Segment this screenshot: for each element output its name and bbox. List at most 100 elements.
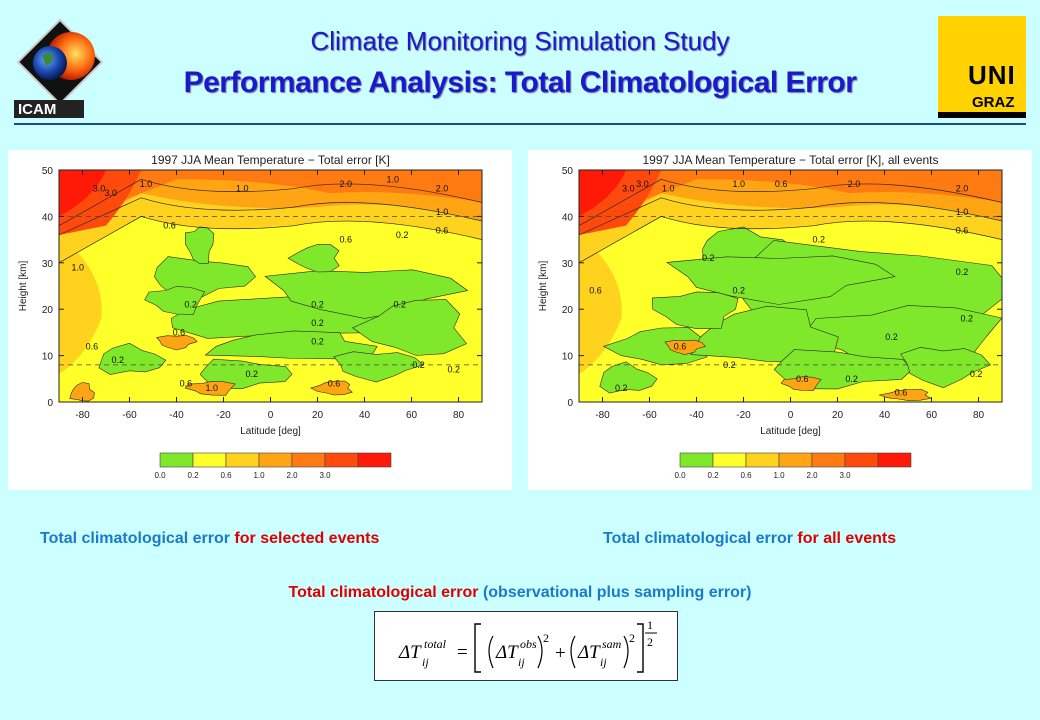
chart-title: 1997 JJA Mean Temperature − Total error …: [151, 153, 390, 167]
contour-band-max: [59, 170, 106, 217]
legend-swatch: [712, 452, 747, 468]
contour-label: 0.2: [311, 300, 324, 310]
contour-label: 3.0: [104, 188, 117, 198]
uni-graz-logo: UNI GRAZ: [938, 16, 1026, 118]
y-tick-label: 30: [42, 259, 54, 270]
contour-label: 0.2: [615, 383, 628, 393]
contour-band-0.0-0.2: [599, 361, 658, 394]
legend-swatch: [679, 452, 714, 468]
y-tick-label: 50: [42, 166, 54, 177]
formula-paren: [488, 635, 494, 669]
legend-swatch: [778, 452, 813, 468]
contour-label: 0.2: [184, 300, 197, 310]
contour-label: 0.6: [895, 388, 908, 398]
caption-label: Total climatological error: [40, 530, 230, 547]
contour-band-0.0-0.2: [144, 286, 206, 315]
legend-swatch: [357, 452, 392, 468]
contour-label: 0.2: [960, 313, 973, 323]
contour-label: 1.0: [205, 383, 218, 393]
caption-qualifier: for all events: [797, 530, 897, 547]
legend-label: 0.2: [187, 471, 199, 480]
legend-label: 0.0: [154, 471, 166, 480]
legend-label: 2.0: [806, 471, 818, 480]
legend-label: 1.0: [773, 471, 785, 480]
contour-label: 1.0: [956, 207, 969, 217]
contour-label: 0.6: [328, 378, 341, 388]
contour-label: 0.6: [173, 327, 186, 337]
contour-label: 0.6: [796, 374, 809, 384]
formula-paren: [623, 635, 629, 669]
x-tick-label: -60: [122, 410, 137, 421]
contour-label: 0.6: [436, 225, 449, 235]
legend-label: 1.0: [253, 471, 265, 480]
contour-label: 1.0: [140, 179, 153, 189]
formula-sam-term: ΔT: [577, 642, 601, 663]
x-tick-label: 40: [879, 410, 891, 421]
x-tick-label: 40: [359, 410, 371, 421]
contour-label: 0.6: [775, 179, 788, 189]
contour-label: 3.0: [93, 184, 106, 194]
legend-label: 2.0: [286, 471, 298, 480]
legend-swatch: [877, 452, 912, 468]
formula-plus: +: [555, 643, 566, 664]
contour-label: 0.6: [956, 225, 969, 235]
y-axis-label: Height [km]: [18, 260, 29, 311]
x-tick-label: -80: [75, 410, 90, 421]
contour-line: [59, 178, 482, 226]
contour-band-1.0-2.0-patch: [780, 376, 822, 392]
svg-text:ICAM: ICAM: [18, 101, 56, 118]
x-tick-label: 0: [788, 410, 794, 421]
legend-swatch: [324, 452, 359, 468]
contour-plot-selected-events: 3.0 3.0 1.0 1.0 2.0 1.0 2.0 1.0 0.6 0.6 0.6 0.2 1.0 0…: [8, 150, 512, 490]
formula-bracket-left: [474, 623, 481, 673]
contour-band-0.6-1.0-left: [579, 234, 622, 375]
legend-swatch: [291, 452, 326, 468]
legend-label: 0.6: [740, 471, 752, 480]
contour-label: 0.6: [180, 378, 193, 388]
formula-paren: [570, 635, 576, 669]
formula-equals: =: [457, 642, 468, 663]
contour-band-2.0-3.0: [59, 170, 482, 226]
y-tick-label: 20: [42, 305, 54, 316]
header-divider: [14, 123, 1026, 125]
contour-label: 0.2: [723, 360, 736, 370]
contour-label: 1.0: [236, 184, 249, 194]
x-tick-label: 60: [406, 410, 418, 421]
contour-label: 2.0: [956, 184, 969, 194]
caption-label: Total climatological error: [603, 530, 793, 547]
contour-band-0.0-0.2: [666, 255, 896, 305]
page-title: Climate Monitoring Simulation Study: [310, 26, 730, 56]
contour-band-0.0-0.2: [351, 299, 468, 356]
legend-swatch: [258, 452, 293, 468]
x-tick-label: 0: [268, 410, 274, 421]
contour-plot-svg: 3.0 3.0 1.0 1.0 0.6 2.0 2.01.00.60.20.20.20.20…: [538, 153, 1003, 480]
contour-label: 0.2: [733, 286, 746, 296]
legend-swatch: [192, 452, 227, 468]
contour-label: 3.0: [622, 184, 635, 194]
legend-swatch: [745, 452, 780, 468]
x-tick-label: -40: [169, 410, 184, 421]
y-tick-label: 20: [562, 305, 574, 316]
contour-label: 0.2: [702, 253, 715, 263]
legend-label: 3.0: [839, 471, 851, 480]
formula-lhs-sub: ij: [422, 655, 429, 669]
legend-swatch: [811, 452, 846, 468]
contour-fill-layer: [579, 170, 1002, 402]
page-subtitle: Performance Analysis: Total Climatologic…: [183, 66, 857, 99]
y-tick-label: 0: [47, 398, 53, 409]
contour-label: 0.6: [163, 221, 176, 231]
caption-selected-events: Total climatological error for selected …: [40, 530, 379, 548]
contour-label: 1.0: [72, 262, 85, 272]
logo-graz-text: GRAZ: [972, 94, 1015, 111]
y-tick-label: 0: [567, 398, 573, 409]
formula-lhs-sup: total: [424, 637, 447, 651]
formula-obs-term: ΔT: [495, 642, 519, 663]
contour-label: 0.2: [812, 235, 825, 245]
formula-box: ΔT total ij = ΔT obs ij 2 + ΔT sam ij 2 …: [374, 611, 678, 681]
contour-label: 0.2: [311, 318, 324, 328]
contour-label: 0.6: [589, 286, 602, 296]
formula-square: 2: [543, 631, 549, 645]
x-tick-label: -40: [689, 410, 704, 421]
legend-swatch: [844, 452, 879, 468]
y-axis-label: Height [km]: [538, 260, 549, 311]
